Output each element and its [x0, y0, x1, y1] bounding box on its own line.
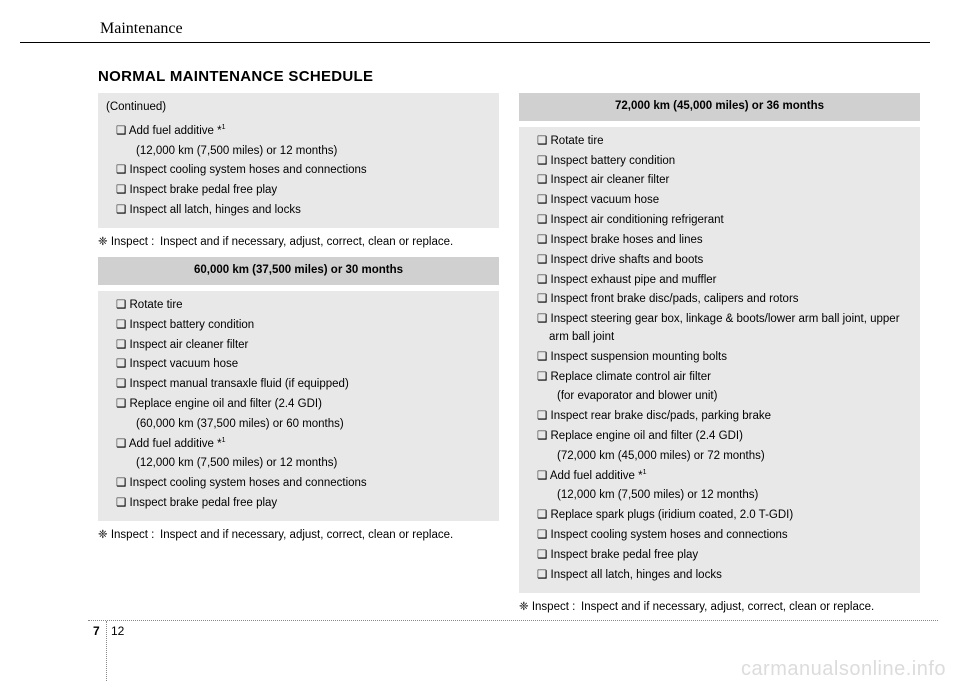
main-title: NORMAL MAINTENANCE SCHEDULE: [20, 68, 940, 85]
footnote-symbol: ❈ Inspect :: [98, 527, 160, 544]
list-72000: ❑ Rotate tire ❑ Inspect battery condition…: [527, 133, 912, 585]
chapter-header: Maintenance: [20, 20, 930, 43]
inspect-footnote-left-2: ❈ Inspect : Inspect and if necessary, ad…: [98, 527, 499, 544]
list-item: ❑ Inspect cooling system hoses and conne…: [537, 527, 912, 545]
list-item: ❑ Replace climate control air filter: [537, 369, 912, 387]
list-item: ❑ Inspect manual transaxle fluid (if equ…: [116, 376, 491, 394]
right-column: 72,000 km (45,000 miles) or 36 months ❑ …: [519, 93, 920, 622]
two-columns: (Continued) ❑ Add fuel additive *1(12,00…: [20, 93, 940, 622]
list-item: ❑ Inspect vacuum hose: [537, 192, 912, 210]
footnote-text: Inspect and if necessary, adjust, correc…: [581, 599, 920, 616]
superscript: 1: [643, 469, 647, 476]
dotted-separator: [88, 620, 938, 621]
list-subitem: (60,000 km (37,500 miles) or 60 months): [116, 416, 491, 434]
list-item: ❑ Inspect all latch, hinges and locks: [116, 202, 491, 220]
left-column: (Continued) ❑ Add fuel additive *1(12,00…: [98, 93, 499, 622]
superscript: 1: [222, 437, 226, 444]
list-item: ❑ Inspect air cleaner filter: [116, 337, 491, 355]
chapter-number: 7: [93, 624, 100, 638]
list-item: ❑ Inspect brake pedal free play: [537, 547, 912, 565]
list-subitem: (12,000 km (7,500 miles) or 12 months): [116, 455, 491, 473]
section-header-72000: 72,000 km (45,000 miles) or 36 months: [519, 93, 920, 121]
inspect-footnote-right: ❈ Inspect : Inspect and if necessary, ad…: [519, 599, 920, 616]
list-item: ❑ Add fuel additive *1: [537, 468, 912, 486]
list-item: ❑ Inspect brake pedal free play: [116, 182, 491, 200]
footnote-text: Inspect and if necessary, adjust, correc…: [160, 527, 499, 544]
continued-list: ❑ Add fuel additive *1 (12,000 km (7,500 …: [106, 123, 491, 220]
list-item: ❑ Inspect front brake disc/pads, caliper…: [537, 291, 912, 309]
page-number: 12: [111, 624, 124, 638]
list-item: ❑ Inspect vacuum hose: [116, 356, 491, 374]
list-item: ❑ Inspect battery condition: [537, 153, 912, 171]
list-item: ❑ Replace engine oil and filter (2.4 GDI…: [537, 428, 912, 446]
list-item: ❑ Inspect brake pedal free play: [116, 495, 491, 513]
watermark: carmanualsonline.info: [741, 658, 946, 681]
footnote-text: Inspect and if necessary, adjust, correc…: [160, 234, 499, 251]
list-item: ❑ Add fuel additive *1: [116, 123, 491, 141]
list-item: ❑ Inspect exhaust pipe and muffler: [537, 272, 912, 290]
list-item: ❑ Rotate tire: [116, 297, 491, 315]
list-item: ❑ Replace engine oil and filter (2.4 GDI…: [116, 396, 491, 414]
list-item: ❑ Rotate tire: [537, 133, 912, 151]
box-60000: ❑ Rotate tire ❑ Inspect battery condition…: [98, 291, 499, 521]
list-subitem: (for evaporator and blower unit): [537, 388, 912, 406]
list-item: ❑ Inspect brake hoses and lines: [537, 232, 912, 250]
list-subitem: (12,000 km (7,500 miles) or 12 months): [537, 487, 912, 505]
list-subitem: (12,000 km (7,500 miles) or 12 months): [116, 143, 491, 161]
footnote-symbol: ❈ Inspect :: [519, 599, 581, 616]
inspect-footnote-left-1: ❈ Inspect : Inspect and if necessary, ad…: [98, 234, 499, 251]
list-60000: ❑ Rotate tire ❑ Inspect battery condition…: [106, 297, 491, 513]
superscript: 1: [222, 124, 226, 131]
page: Maintenance NORMAL MAINTENANCE SCHEDULE …: [20, 0, 940, 680]
box-72000: ❑ Rotate tire ❑ Inspect battery condition…: [519, 127, 920, 593]
list-item: ❑ Inspect rear brake disc/pads, parking …: [537, 408, 912, 426]
continued-label: (Continued): [106, 99, 491, 117]
list-item: ❑ Inspect battery condition: [116, 317, 491, 335]
list-item: ❑ Inspect drive shafts and boots: [537, 252, 912, 270]
continued-box: (Continued) ❑ Add fuel additive *1 (12,00…: [98, 93, 499, 228]
list-item: ❑ Inspect cooling system hoses and conne…: [116, 475, 491, 493]
list-item: ❑ Inspect cooling system hoses and conne…: [116, 162, 491, 180]
list-item: ❑ Inspect steering gear box, linkage & b…: [537, 311, 912, 347]
list-item: ❑ Inspect all latch, hinges and locks: [537, 567, 912, 585]
footnote-symbol: ❈ Inspect :: [98, 234, 160, 251]
list-item: ❑ Replace spark plugs (iridium coated, 2…: [537, 507, 912, 525]
list-subitem: (72,000 km (45,000 miles) or 72 months): [537, 448, 912, 466]
list-item: ❑ Inspect suspension mounting bolts: [537, 349, 912, 367]
list-item: ❑ Inspect air conditioning refrigerant: [537, 212, 912, 230]
list-item: ❑ Add fuel additive *1: [116, 436, 491, 454]
vertical-dotted: [106, 621, 107, 681]
list-item: ❑ Inspect air cleaner filter: [537, 172, 912, 190]
section-header-60000: 60,000 km (37,500 miles) or 30 months: [98, 257, 499, 285]
